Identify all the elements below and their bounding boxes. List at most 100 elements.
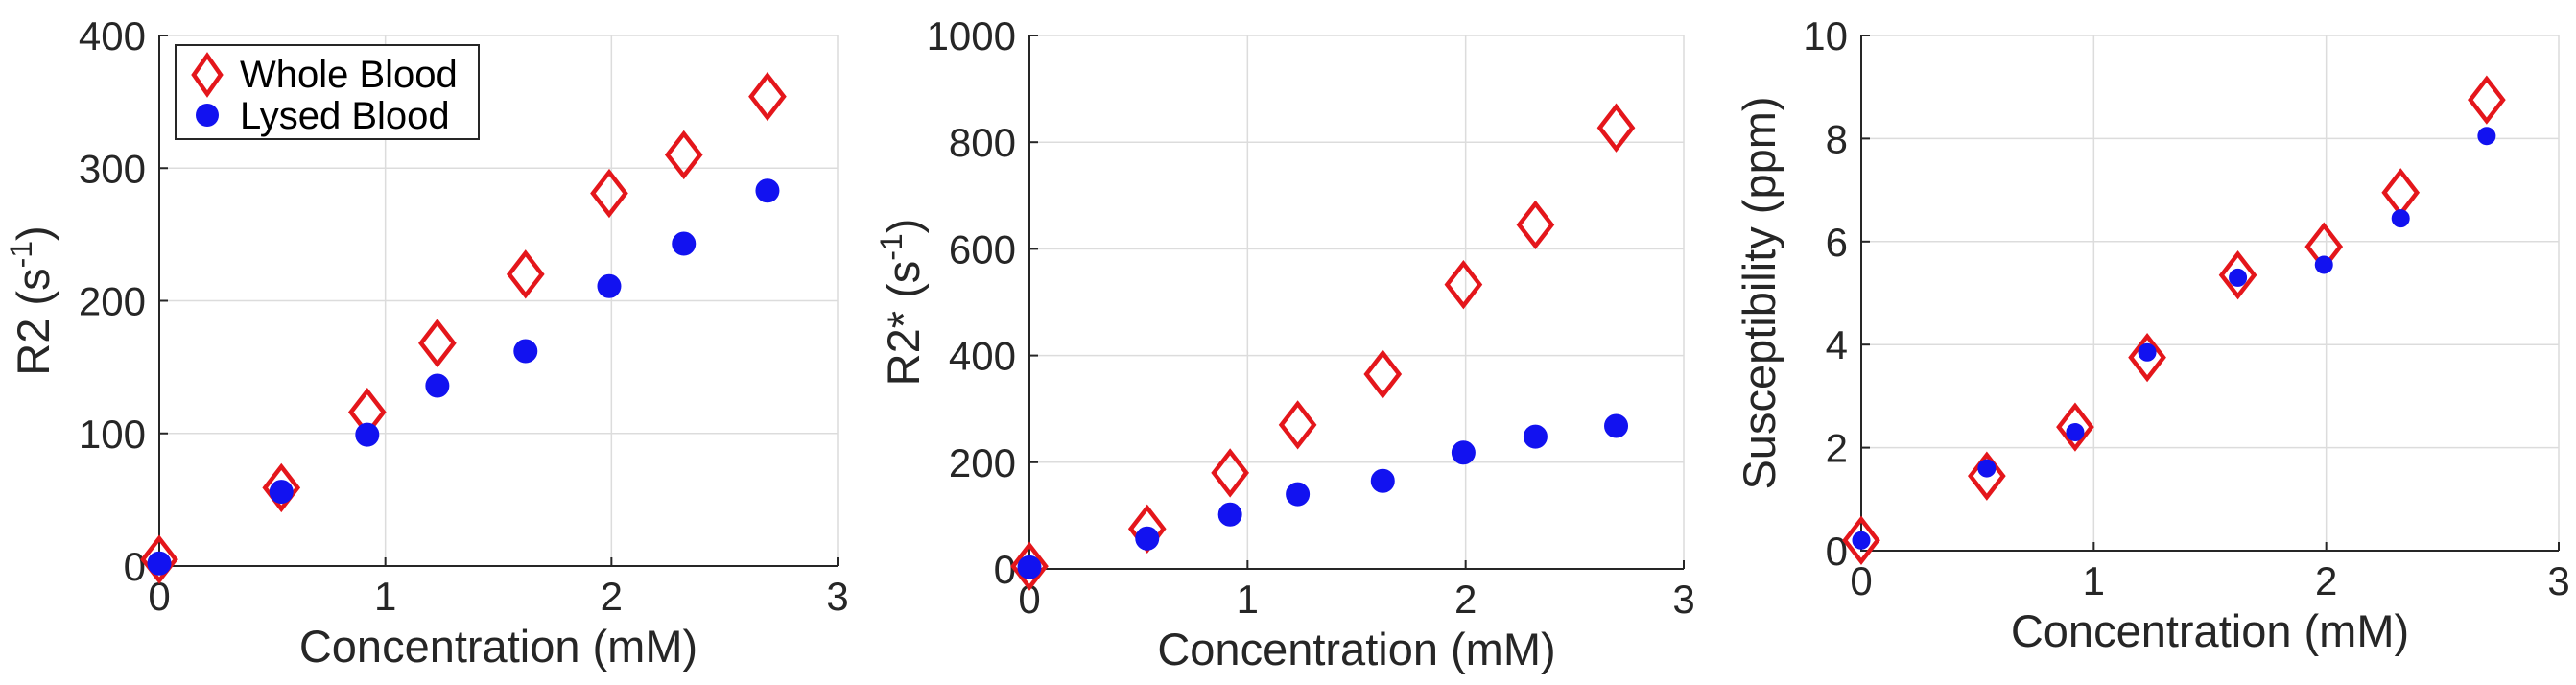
x-tick-label: 2 bbox=[601, 574, 623, 619]
whole-blood-point bbox=[2381, 168, 2421, 218]
whole-blood-point bbox=[140, 534, 178, 584]
y-tick-label: 8 bbox=[1826, 116, 1848, 161]
y-axis-label: Susceptibility (ppm) bbox=[1734, 96, 1784, 489]
lysed-blood-point bbox=[2314, 255, 2333, 274]
chart-panel-1: 0 1 2 3 0 100 200 300 400 Concentration (mM) R2 (s… bbox=[4, 13, 849, 672]
lysed-blood-point bbox=[425, 373, 450, 398]
series-whole-blood bbox=[1010, 103, 1636, 591]
y-axis-label: R2 (s-1) bbox=[4, 225, 59, 375]
x-axis-label: Concentration (mM) bbox=[1157, 624, 1555, 674]
x-tick-label: 3 bbox=[2547, 558, 2569, 603]
y-tick-label: 2 bbox=[1826, 426, 1848, 471]
series-lysed-blood bbox=[1852, 127, 2496, 550]
lysed-blood-point bbox=[2391, 209, 2410, 228]
y-axis-label-end: ) bbox=[8, 225, 59, 241]
axes-lines bbox=[1860, 35, 2559, 552]
x-tick-label: 0 bbox=[148, 574, 170, 619]
y-tick-label: 6 bbox=[1826, 220, 1848, 265]
x-tick-label: 3 bbox=[1672, 577, 1694, 622]
y-tick-label: 800 bbox=[949, 120, 1016, 165]
lysed-blood-point bbox=[1017, 555, 1042, 579]
y-tick-label: 10 bbox=[1803, 13, 1848, 59]
lysed-blood-point bbox=[2066, 422, 2085, 441]
chart-panel-2: 0 1 2 3 0 200 400 600 800 1000 Concentration (mM) R… bbox=[874, 13, 1695, 674]
lysed-blood-point bbox=[1451, 440, 1476, 465]
whole-blood-point bbox=[1010, 541, 1049, 591]
y-axis-label-superscript: -1 bbox=[874, 233, 909, 260]
whole-blood-point bbox=[1968, 451, 2006, 501]
whole-blood-point bbox=[1444, 259, 1483, 310]
y-axis-label-superscript: -1 bbox=[4, 241, 38, 268]
x-tick-label: 1 bbox=[1237, 577, 1259, 622]
lysed-blood-point bbox=[2138, 342, 2157, 362]
y-tick-label: 400 bbox=[949, 334, 1016, 379]
whole-blood-point bbox=[506, 249, 545, 299]
x-tick-label: 2 bbox=[2315, 558, 2337, 603]
whole-blood-point bbox=[664, 130, 703, 180]
whole-blood-point bbox=[2468, 75, 2506, 125]
legend-diamond-icon bbox=[191, 52, 224, 98]
series-lysed-blood bbox=[1017, 413, 1629, 579]
lysed-blood-point bbox=[1286, 482, 1311, 507]
lysed-blood-point bbox=[355, 422, 380, 447]
whole-blood-point bbox=[2128, 332, 2166, 383]
lysed-blood-point bbox=[672, 231, 697, 256]
whole-blood-point bbox=[262, 462, 301, 513]
series-whole-blood bbox=[140, 71, 787, 584]
lysed-blood-point bbox=[755, 178, 780, 203]
chart-panel-3: 0 1 2 3 0 2 4 6 8 10 Concentration (mM) Susceptibil… bbox=[1734, 13, 2570, 656]
y-axis-label-main: R2 (s bbox=[8, 268, 59, 375]
series-lysed-blood bbox=[147, 178, 780, 576]
y-tick-label: 300 bbox=[79, 146, 146, 191]
x-tick-label: 0 bbox=[1850, 558, 1872, 603]
lysed-blood-point bbox=[1977, 459, 1997, 478]
whole-blood-point bbox=[1211, 448, 1249, 498]
lysed-blood-point bbox=[1523, 424, 1548, 449]
y-tick-label: 400 bbox=[79, 13, 146, 59]
x-tick-label: 0 bbox=[1018, 577, 1040, 622]
y-axis-label: R2* (s-1) bbox=[874, 219, 929, 387]
series-whole-blood bbox=[1842, 75, 2506, 565]
y-tick-label: 100 bbox=[79, 412, 146, 457]
whole-blood-point bbox=[2218, 250, 2257, 300]
x-tick-label: 3 bbox=[826, 574, 848, 619]
y-tick-label: 4 bbox=[1826, 322, 1848, 367]
legend-box bbox=[175, 44, 480, 140]
whole-blood-point bbox=[1363, 349, 1403, 399]
whole-blood-point bbox=[418, 319, 457, 368]
x-tick-label: 1 bbox=[374, 574, 396, 619]
whole-blood-point bbox=[2056, 402, 2094, 452]
lysed-blood-point bbox=[1604, 413, 1629, 438]
y-tick-label: 600 bbox=[949, 226, 1016, 272]
y-tick-label: 0 bbox=[994, 547, 1016, 592]
lysed-blood-point bbox=[1217, 502, 1242, 527]
y-tick-label: 0 bbox=[1826, 529, 1848, 574]
lysed-blood-point bbox=[513, 339, 538, 364]
lysed-blood-point bbox=[147, 551, 172, 576]
whole-blood-point bbox=[1278, 400, 1317, 450]
whole-blood-point bbox=[1596, 103, 1636, 153]
y-tick-label: 0 bbox=[124, 544, 146, 589]
legend-label-lysed-blood: Lysed Blood bbox=[240, 95, 450, 137]
x-axis-label: Concentration (mM) bbox=[299, 621, 697, 672]
lysed-blood-point bbox=[1135, 526, 1160, 551]
axes-lines bbox=[1028, 35, 1684, 570]
whole-blood-point bbox=[1516, 200, 1555, 250]
y-tick-label: 200 bbox=[949, 440, 1016, 485]
legend-circle-icon bbox=[196, 104, 219, 127]
y-tick-label: 200 bbox=[79, 279, 146, 324]
lysed-blood-point bbox=[1370, 468, 1395, 493]
y-axis-label-main: Susceptibility (ppm) bbox=[1734, 96, 1784, 489]
x-axis-label: Concentration (mM) bbox=[2011, 605, 2409, 656]
x-tick-label: 1 bbox=[2083, 558, 2105, 603]
lysed-blood-point bbox=[1852, 531, 1871, 550]
whole-blood-point bbox=[1842, 515, 1880, 565]
y-tick-label: 1000 bbox=[927, 13, 1016, 59]
lysed-blood-point bbox=[597, 273, 622, 298]
legend-label-whole-blood: Whole Blood bbox=[240, 54, 458, 96]
whole-blood-point bbox=[590, 168, 628, 219]
lysed-blood-point bbox=[2477, 127, 2496, 146]
lysed-blood-point bbox=[269, 480, 294, 505]
